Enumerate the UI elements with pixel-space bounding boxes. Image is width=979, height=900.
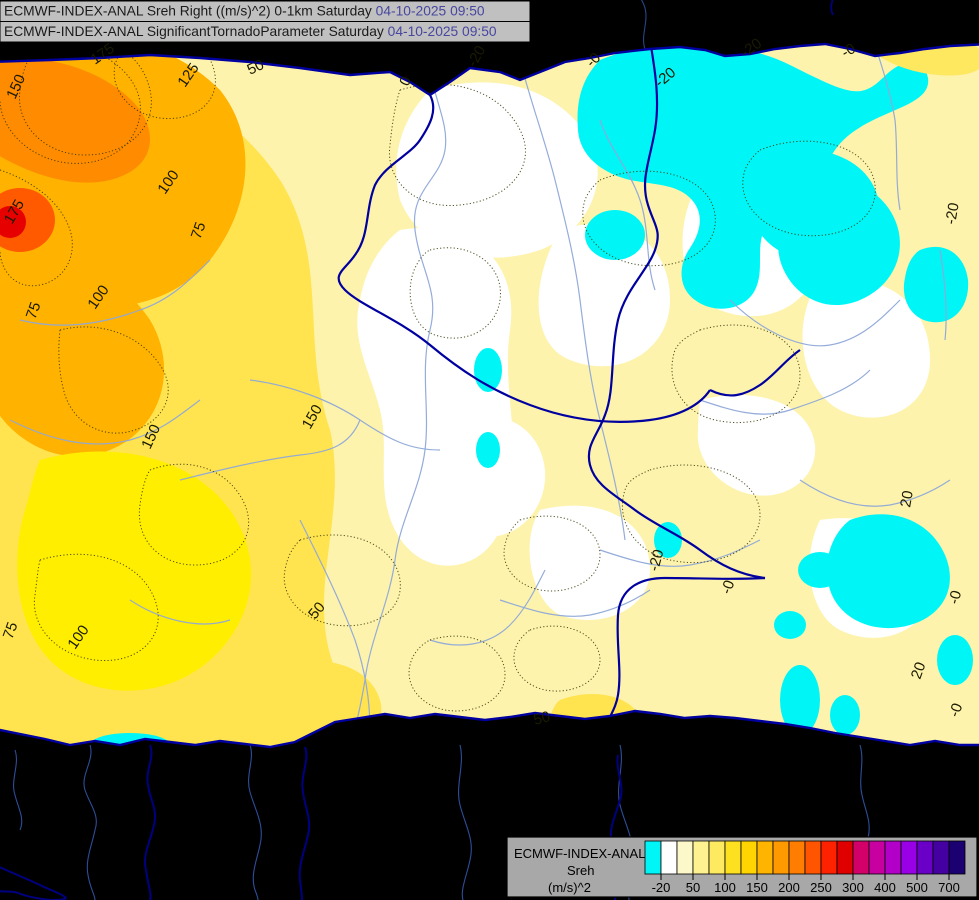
svg-text:200: 200 (778, 880, 800, 895)
svg-text:500: 500 (906, 880, 928, 895)
svg-text:400: 400 (874, 880, 896, 895)
svg-text:50: 50 (686, 880, 700, 895)
svg-text:(m/s)^2: (m/s)^2 (548, 880, 591, 895)
svg-text:20: 20 (897, 489, 917, 508)
svg-text:Sreh: Sreh (567, 863, 594, 878)
svg-text:300: 300 (842, 880, 864, 895)
svg-text:-20: -20 (652, 880, 671, 895)
svg-text:-20: -20 (464, 43, 490, 70)
svg-text:ECMWF-INDEX-ANAL SignificantTo: ECMWF-INDEX-ANAL SignificantTornadoParam… (4, 24, 497, 39)
svg-text:150: 150 (746, 880, 768, 895)
svg-text:250: 250 (810, 880, 832, 895)
svg-text:100: 100 (714, 880, 736, 895)
svg-text:700: 700 (938, 880, 960, 895)
svg-text:ECMWF-INDEX-ANAL Sreh Right ((: ECMWF-INDEX-ANAL Sreh Right ((m/s)^2) 0-… (4, 4, 485, 19)
svg-text:ECMWF-INDEX-ANAL: ECMWF-INDEX-ANAL (514, 846, 645, 861)
